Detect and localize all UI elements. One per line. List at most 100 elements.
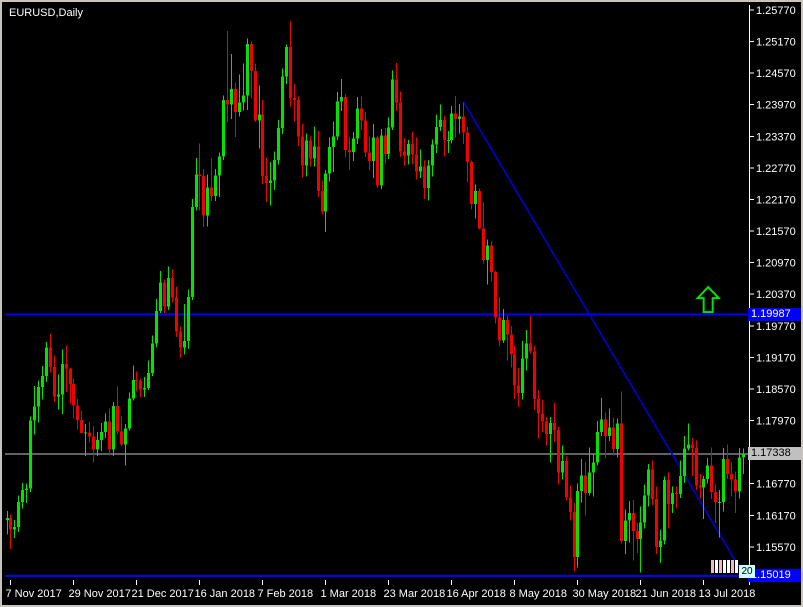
candle-body	[730, 474, 733, 480]
candle	[254, 63, 257, 123]
candle	[580, 458, 583, 503]
price-tick-label: 1.16170	[756, 510, 796, 522]
candle	[620, 391, 623, 544]
candle-body	[691, 444, 694, 448]
candle	[222, 95, 225, 160]
candle	[37, 380, 40, 423]
mini-bar	[715, 560, 718, 573]
candle	[576, 483, 579, 568]
candle-body	[214, 175, 217, 196]
candle	[431, 139, 434, 177]
candle	[324, 170, 327, 233]
candle-body	[702, 478, 705, 488]
candle-body	[655, 498, 658, 547]
candle-body	[301, 136, 304, 166]
candle-body	[616, 423, 619, 449]
candle	[470, 160, 473, 210]
candle	[226, 31, 229, 123]
candle-body	[387, 127, 390, 155]
candle-body	[65, 364, 68, 369]
candle	[450, 105, 453, 144]
time-axis[interactable]: 7 Nov 2017 29 Nov 2017 21 Dec 2017 16 Jan 2…	[6, 580, 756, 600]
candle	[159, 271, 162, 314]
candle-body	[557, 430, 560, 473]
time-tick-label: 23 Mar 2018	[384, 588, 446, 600]
candle	[639, 506, 642, 573]
candle	[17, 495, 20, 533]
candle	[202, 168, 205, 227]
mini-bar	[719, 560, 722, 573]
candle-body	[395, 79, 398, 103]
candle	[490, 241, 493, 282]
candle-body	[242, 95, 245, 103]
candle-body	[403, 151, 406, 156]
candle-body	[639, 522, 642, 539]
candle-body	[104, 421, 107, 433]
price-tick-label: 1.22170	[756, 194, 796, 206]
candle-body	[33, 406, 36, 421]
hline-price-tag-lower: 1.15019	[748, 569, 801, 583]
candle-body	[643, 495, 646, 523]
candle-body	[714, 492, 717, 503]
candle-body	[37, 386, 40, 407]
candle	[206, 174, 209, 227]
candle	[486, 239, 489, 285]
candle	[529, 315, 532, 354]
candle	[588, 447, 591, 496]
price-axis[interactable]: 1.25770 1.25170 1.24570 1.23970 1.23370 1.227…	[749, 5, 796, 585]
candle-body	[135, 380, 138, 381]
candle	[391, 70, 394, 130]
candle-body	[41, 375, 44, 387]
candle	[663, 476, 666, 545]
candle	[183, 304, 186, 355]
candle-body	[265, 175, 268, 184]
candle	[21, 483, 24, 509]
candle	[104, 413, 107, 438]
candle-body	[206, 187, 209, 216]
candle	[600, 397, 603, 436]
candle	[175, 286, 178, 337]
candle-body	[80, 420, 83, 434]
candle	[565, 456, 568, 501]
candle-body	[533, 351, 536, 399]
candle-body	[435, 126, 438, 145]
candle	[120, 416, 123, 446]
candle	[730, 462, 733, 497]
candle	[384, 127, 387, 164]
candle-body	[722, 458, 725, 503]
time-tick-label: 7 Nov 2017	[6, 588, 62, 600]
candle	[29, 416, 32, 493]
candle	[651, 460, 654, 506]
candle-body	[612, 427, 615, 449]
trendline-object[interactable]	[462, 101, 746, 578]
candle-body	[171, 277, 174, 298]
candle	[411, 132, 414, 165]
candle	[706, 457, 709, 484]
candle-body	[651, 469, 654, 499]
candle	[702, 475, 705, 519]
candle-body	[96, 440, 99, 450]
candle-body	[588, 472, 591, 494]
price-tick-label: 1.19770	[756, 321, 796, 333]
price-tick-label: 1.25170	[756, 37, 796, 49]
candle	[364, 112, 367, 157]
mini-bar	[711, 560, 714, 573]
candle	[612, 417, 615, 456]
candle	[447, 131, 450, 154]
candle-body	[576, 491, 579, 557]
candle	[179, 326, 182, 358]
candle-body	[675, 493, 678, 495]
price-tick-label: 1.17970	[756, 416, 796, 428]
candle	[72, 378, 75, 419]
candle-body	[517, 385, 520, 394]
candle-body	[159, 282, 162, 312]
candle-body	[147, 373, 150, 388]
candle-body	[120, 431, 123, 445]
arrow-up-object[interactable]	[695, 285, 721, 314]
candle-body	[17, 502, 20, 527]
candle	[309, 136, 312, 167]
candle	[510, 325, 513, 368]
candle	[269, 162, 272, 206]
candle	[84, 424, 87, 456]
